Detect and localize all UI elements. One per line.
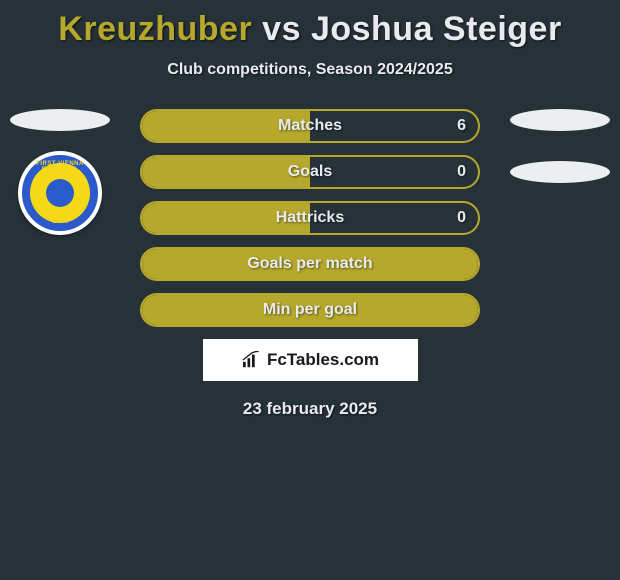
stat-row-hattricks: Hattricks 0 xyxy=(140,201,480,235)
vs-text: vs xyxy=(262,10,301,48)
stat-label: Goals per match xyxy=(142,255,478,273)
date-text: 23 february 2025 xyxy=(0,399,620,419)
stats-list: Matches 6 Goals 0 Hattricks 0 Goals per … xyxy=(140,109,480,327)
badge-year: 1894 xyxy=(22,218,98,225)
page-title: Kreuzhuber vs Joshua Steiger xyxy=(0,0,620,49)
player2-oval-placeholder-1 xyxy=(510,109,610,131)
stat-label: Min per goal xyxy=(142,301,478,319)
stat-value: 0 xyxy=(457,163,466,181)
stat-row-min-per-goal: Min per goal xyxy=(140,293,480,327)
stat-row-matches: Matches 6 xyxy=(140,109,480,143)
player2-oval-placeholder-2 xyxy=(510,161,610,183)
stat-row-goals: Goals 0 xyxy=(140,155,480,189)
stat-value: 6 xyxy=(457,117,466,135)
right-column xyxy=(500,109,620,183)
stat-label: Matches xyxy=(142,117,478,135)
logo-text: FcTables.com xyxy=(267,350,379,370)
chart-icon xyxy=(241,351,263,369)
badge-inner xyxy=(30,163,90,223)
player2-name: Joshua Steiger xyxy=(311,10,562,48)
source-logo[interactable]: FcTables.com xyxy=(203,339,418,381)
stat-row-goals-per-match: Goals per match xyxy=(140,247,480,281)
player1-name: Kreuzhuber xyxy=(58,10,252,48)
comparison-widget: Kreuzhuber vs Joshua Steiger Club compet… xyxy=(0,0,620,419)
player1-oval-placeholder xyxy=(10,109,110,131)
badge-center-icon xyxy=(46,179,74,207)
left-column: FIRST VIENNA FOOTBALL 1894 xyxy=(0,109,120,235)
stat-label: Goals xyxy=(142,163,478,181)
stat-value: 0 xyxy=(457,209,466,227)
subtitle: Club competitions, Season 2024/2025 xyxy=(0,61,620,79)
content-area: FIRST VIENNA FOOTBALL 1894 Matches 6 Goa… xyxy=(0,109,620,419)
club-badge: FIRST VIENNA FOOTBALL 1894 xyxy=(18,151,102,235)
stat-label: Hattricks xyxy=(142,209,478,227)
